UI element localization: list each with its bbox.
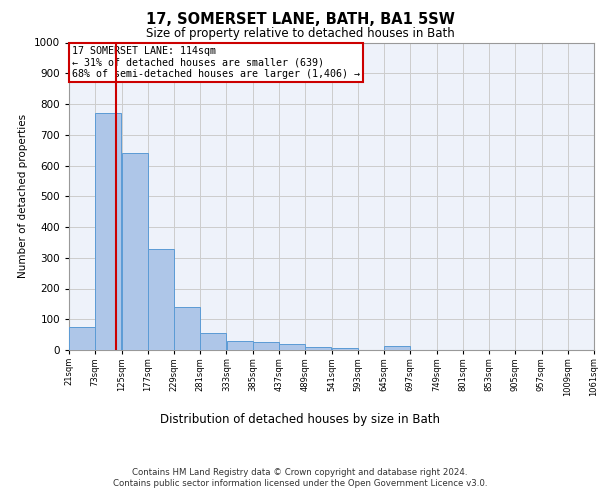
Bar (148, 248, 174, 350)
Bar (227, 341, 253, 350)
Text: Size of property relative to detached houses in Bath: Size of property relative to detached ho… (146, 28, 454, 40)
Text: Contains HM Land Registry data © Crown copyright and database right 2024.
Contai: Contains HM Land Registry data © Crown c… (113, 468, 487, 487)
Text: Distribution of detached houses by size in Bath: Distribution of detached houses by size … (160, 412, 440, 426)
Bar (200, 333, 226, 350)
Text: 17, SOMERSET LANE, BATH, BA1 5SW: 17, SOMERSET LANE, BATH, BA1 5SW (146, 12, 454, 28)
Bar (384, 346, 410, 350)
Bar (174, 307, 200, 350)
Bar (253, 342, 279, 350)
Text: 17 SOMERSET LANE: 114sqm
← 31% of detached houses are smaller (639)
68% of semi-: 17 SOMERSET LANE: 114sqm ← 31% of detach… (71, 46, 359, 79)
Y-axis label: Number of detached properties: Number of detached properties (18, 114, 28, 278)
Bar (279, 344, 305, 350)
Bar (95, 113, 121, 350)
Bar (69, 327, 95, 350)
Bar (332, 348, 358, 350)
Bar (122, 153, 148, 350)
Bar (305, 347, 331, 350)
